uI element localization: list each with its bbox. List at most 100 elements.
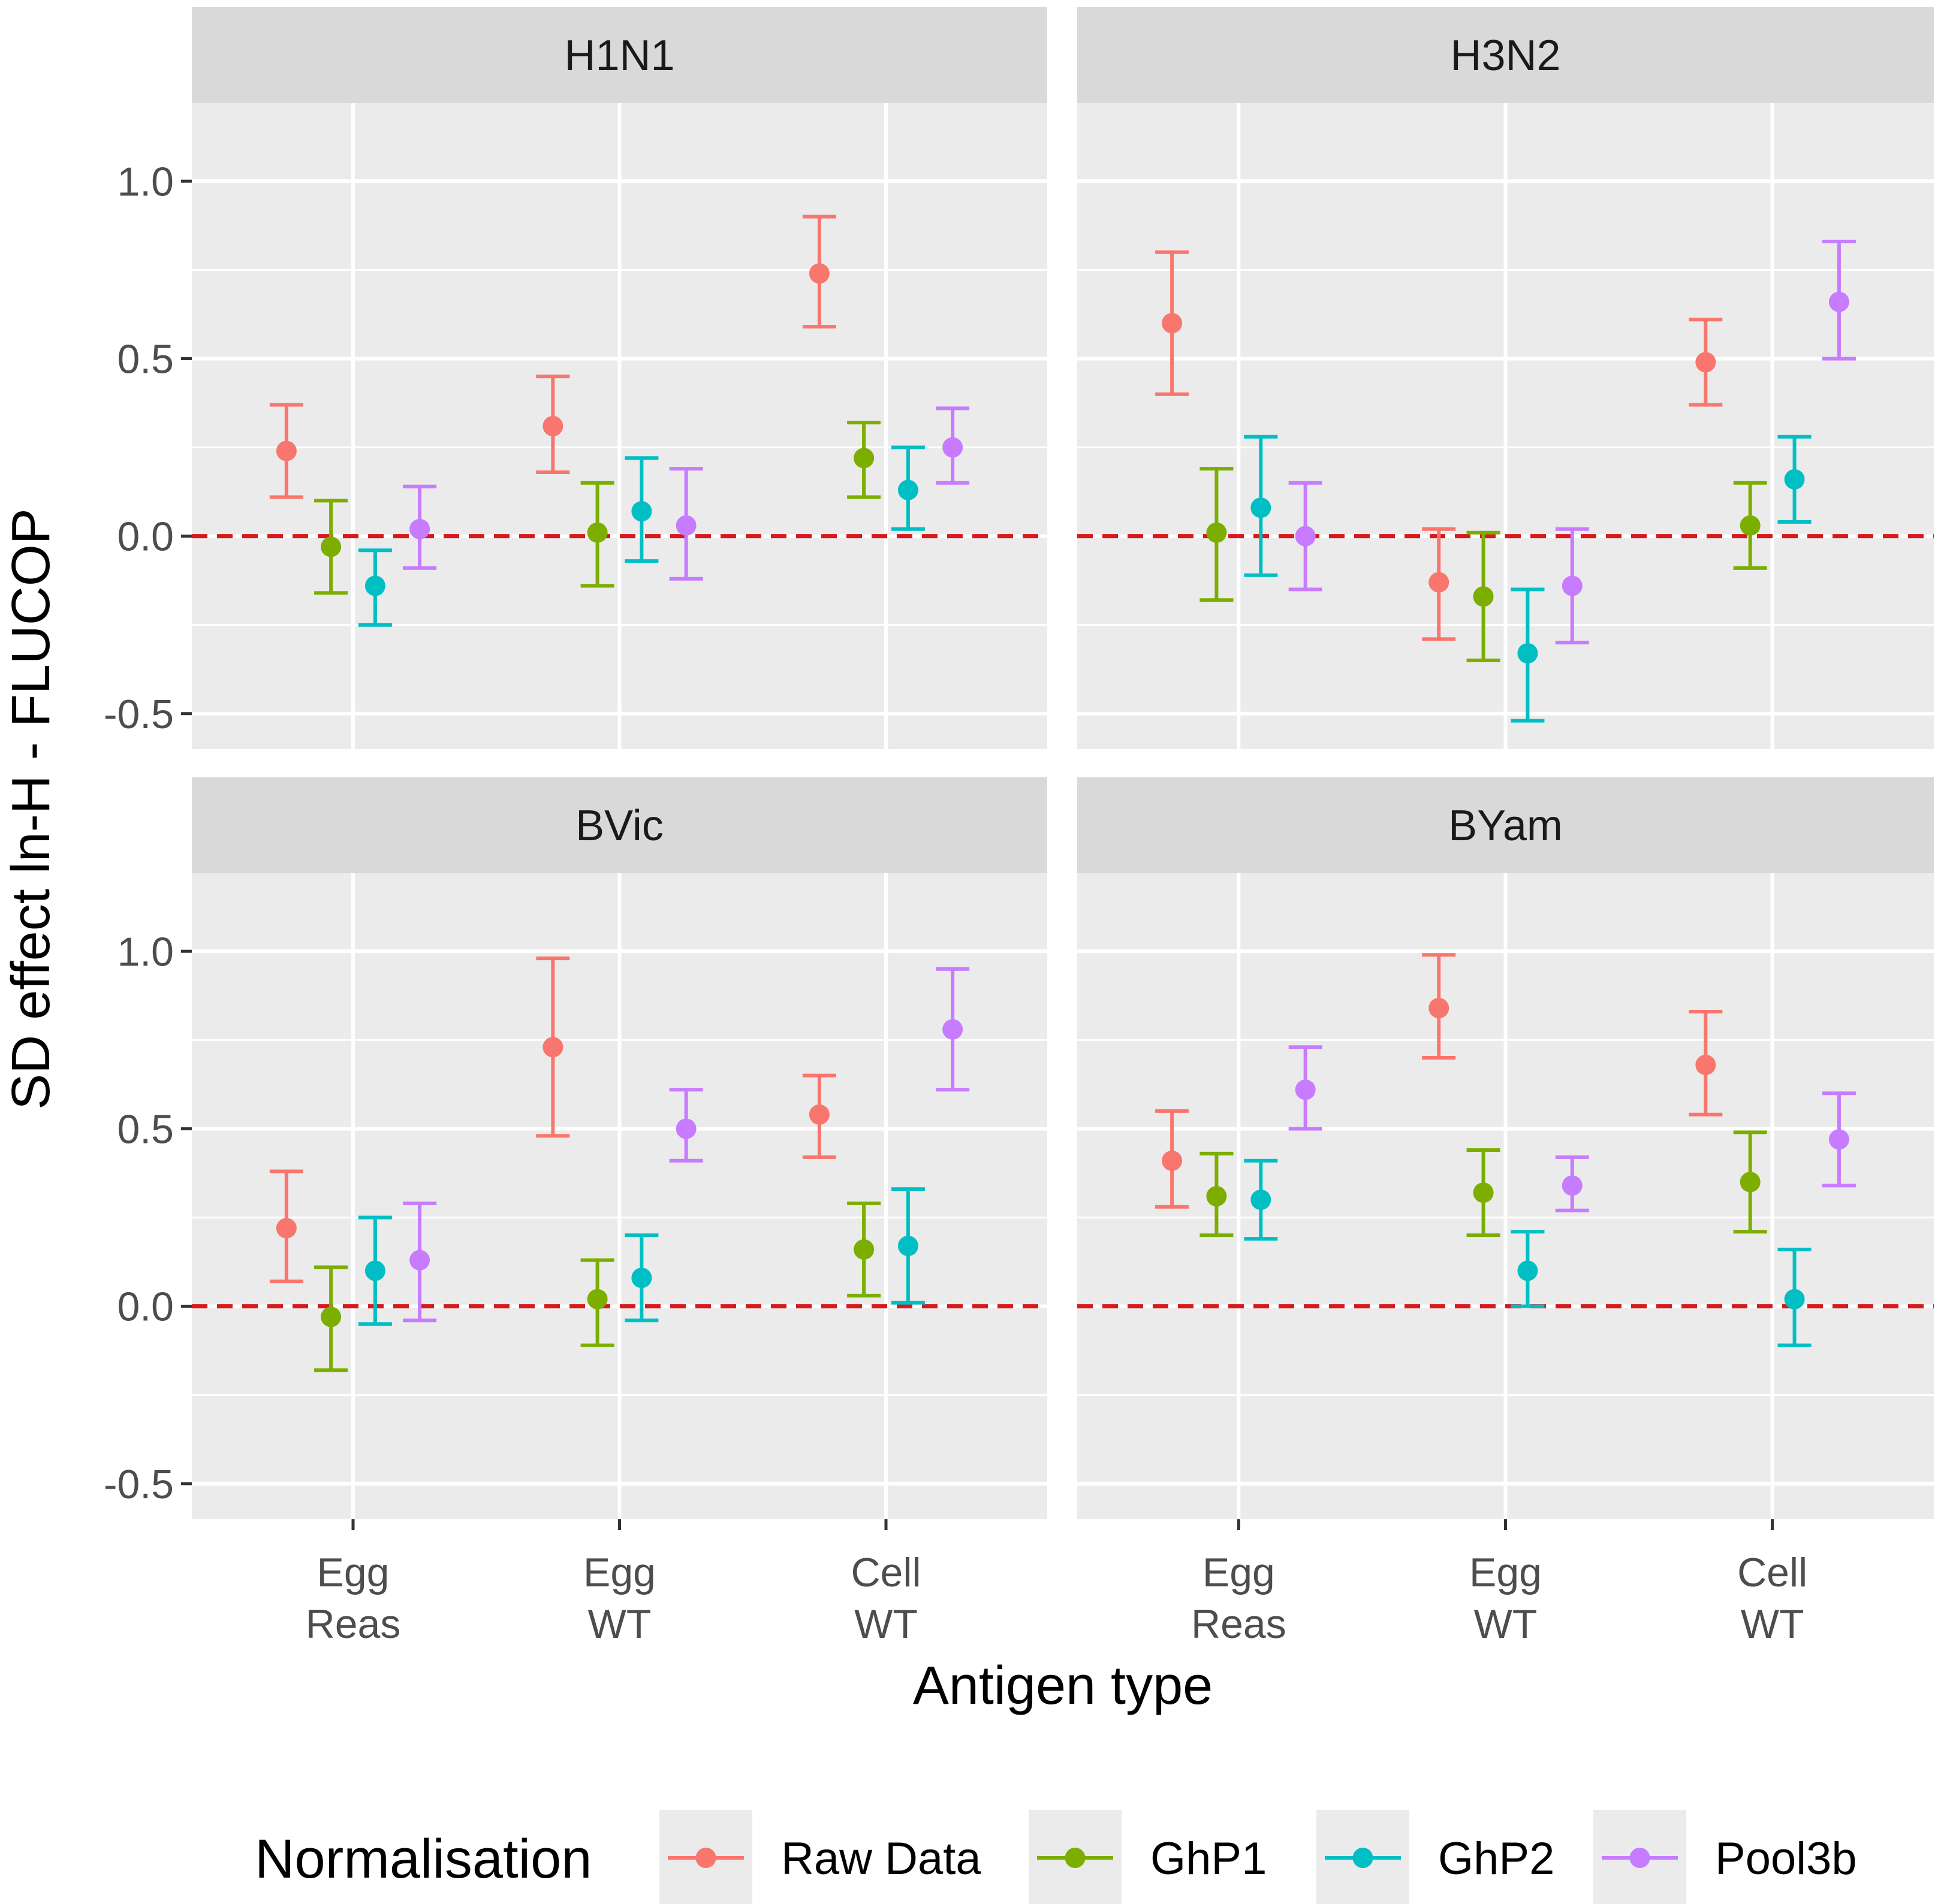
legend-entry-raw-data: Raw Data bbox=[659, 1810, 981, 1904]
error-bar-raw-data bbox=[1422, 527, 1456, 641]
data-point bbox=[942, 437, 963, 458]
data-point bbox=[1206, 1186, 1227, 1206]
legend-title: Normalisation bbox=[255, 1828, 592, 1890]
facet-strip-label: BYam bbox=[1448, 802, 1563, 850]
error-bar-ghp2 bbox=[891, 1187, 925, 1305]
data-point bbox=[587, 522, 608, 543]
error-bar-pool3b bbox=[936, 967, 970, 1092]
error-bar-ghp1 bbox=[1199, 467, 1234, 602]
y-tick-label: -0.5 bbox=[104, 1462, 174, 1507]
error-bar-pool3b bbox=[936, 406, 970, 485]
x-tick-label-line2: WT bbox=[1474, 1601, 1538, 1647]
error-bar-raw-data bbox=[1689, 1010, 1723, 1117]
error-bar-ghp2 bbox=[358, 548, 392, 627]
error-bar-ghp1 bbox=[314, 499, 348, 595]
y-tick-label: 0.5 bbox=[117, 1106, 174, 1152]
legend-key-point bbox=[1065, 1848, 1086, 1868]
data-point bbox=[1517, 643, 1538, 664]
error-bar-ghp1 bbox=[580, 481, 614, 588]
data-point bbox=[854, 1239, 875, 1260]
data-point bbox=[1295, 1079, 1316, 1100]
data-point bbox=[1695, 1054, 1716, 1075]
data-point bbox=[1784, 1289, 1805, 1309]
error-bar-ghp2 bbox=[1511, 1230, 1545, 1308]
x-tick-label-line1: Cell bbox=[1737, 1550, 1807, 1595]
error-bar-ghp2 bbox=[1511, 587, 1545, 723]
legend-label: Raw Data bbox=[781, 1833, 981, 1884]
error-bar-ghp1 bbox=[1733, 1130, 1767, 1234]
data-point bbox=[1740, 1172, 1761, 1193]
error-bar-ghp2 bbox=[891, 445, 925, 531]
y-tick-label: 1.0 bbox=[117, 929, 174, 974]
error-bar-pool3b bbox=[403, 1201, 437, 1323]
data-point bbox=[364, 575, 385, 596]
data-point bbox=[942, 1019, 963, 1040]
error-bar-ghp2 bbox=[1777, 1247, 1812, 1347]
data-point bbox=[1473, 1182, 1494, 1203]
panel-bvic: BVic bbox=[192, 777, 1047, 1519]
error-bar-raw-data bbox=[1155, 250, 1189, 396]
data-point bbox=[1428, 998, 1449, 1019]
x-tick-label-line1: Cell bbox=[851, 1550, 921, 1595]
y-tick-label: 0.0 bbox=[117, 514, 174, 560]
facet-strip bbox=[192, 777, 1047, 873]
x-tick-label-line2: WT bbox=[1741, 1601, 1804, 1647]
data-point bbox=[276, 1218, 297, 1239]
data-point bbox=[1562, 575, 1583, 596]
error-bar-ghp2 bbox=[1244, 434, 1278, 577]
data-point bbox=[676, 1118, 697, 1139]
legend-key-point bbox=[695, 1848, 716, 1868]
error-bar-pool3b bbox=[1555, 1155, 1589, 1212]
error-bar-ghp1 bbox=[847, 1201, 881, 1298]
data-point bbox=[676, 515, 697, 536]
error-bar-ghp2 bbox=[1244, 1158, 1278, 1241]
y-axis-title: SD effect ln-H - FLUCOP bbox=[1, 508, 61, 1110]
error-bar-ghp1 bbox=[1466, 1148, 1500, 1238]
error-bar-raw-data bbox=[802, 215, 836, 329]
legend-entry-ghp1: GhP1 bbox=[1029, 1810, 1267, 1904]
x-tick-label-line2: WT bbox=[854, 1601, 918, 1647]
data-point bbox=[897, 1235, 918, 1256]
x-axis-title: Antigen type bbox=[913, 1656, 1213, 1716]
data-point bbox=[1250, 1189, 1271, 1210]
data-point bbox=[542, 1037, 563, 1058]
data-point bbox=[409, 1250, 430, 1271]
error-bar-ghp1 bbox=[314, 1265, 348, 1372]
data-point bbox=[587, 1289, 608, 1309]
x-tick-label-line2: Reas bbox=[306, 1601, 401, 1647]
legend-label: GhP1 bbox=[1150, 1833, 1267, 1884]
error-bar-pool3b bbox=[669, 1088, 703, 1163]
data-point bbox=[321, 536, 342, 557]
x-tick-label-line2: WT bbox=[588, 1601, 652, 1647]
facet-strip-label: BVic bbox=[575, 802, 664, 850]
data-point bbox=[321, 1306, 342, 1327]
data-point bbox=[809, 263, 830, 284]
data-point bbox=[1784, 469, 1805, 490]
legend-entry-ghp2: GhP2 bbox=[1316, 1810, 1554, 1904]
error-bar-raw-data bbox=[269, 403, 303, 499]
legend: Normalisation Raw Data GhP1 GhP2 Pool3b bbox=[255, 1810, 1857, 1904]
error-bar-ghp2 bbox=[625, 1233, 659, 1323]
y-tick-label: -0.5 bbox=[104, 692, 174, 737]
x-axis: Egg Reas Egg WT Cell WT Egg Reas Egg WT Cell WT bbox=[306, 1519, 1807, 1647]
error-bar-pool3b bbox=[1555, 527, 1589, 645]
error-bar-ghp2 bbox=[358, 1215, 392, 1326]
data-point bbox=[1428, 572, 1449, 593]
data-point bbox=[1517, 1260, 1538, 1281]
error-bar-ghp1 bbox=[847, 421, 881, 499]
panel-h1n1: H1N1 bbox=[192, 7, 1047, 749]
panel-h3n2: H3N2 bbox=[1077, 7, 1934, 749]
data-point bbox=[276, 440, 297, 461]
y-tick-label: 0.5 bbox=[117, 336, 174, 382]
data-point bbox=[1162, 313, 1183, 334]
legend-label: GhP2 bbox=[1438, 1833, 1554, 1884]
error-bar-raw-data bbox=[536, 956, 570, 1138]
x-tick-label-line1: Egg bbox=[583, 1550, 656, 1595]
data-point bbox=[1740, 515, 1761, 536]
error-bar-pool3b bbox=[403, 484, 437, 570]
data-point bbox=[1295, 526, 1316, 547]
error-bar-ghp2 bbox=[1777, 434, 1812, 524]
data-point bbox=[631, 501, 652, 522]
error-bar-raw-data bbox=[1689, 318, 1723, 407]
